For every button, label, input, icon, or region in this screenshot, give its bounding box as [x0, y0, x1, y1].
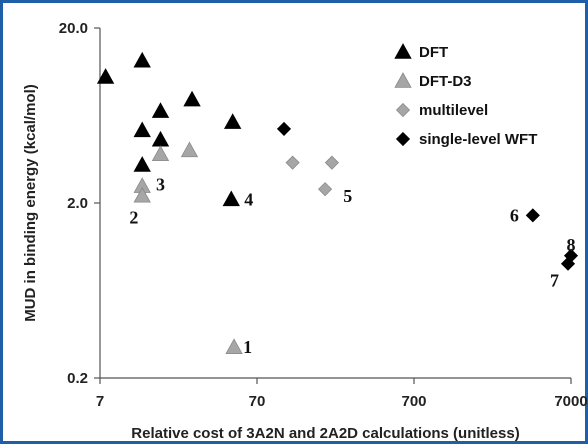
- y-tick-label: 20.0: [59, 20, 88, 37]
- x-tick-label: 7: [96, 393, 104, 410]
- point-annotation-3: 3: [156, 175, 165, 195]
- single-level-wft-point: [563, 248, 579, 263]
- dft-d3-point: [133, 186, 151, 203]
- legend-marker-multilevel: [395, 102, 411, 118]
- point-annotation-8: 8: [567, 235, 576, 255]
- dft-point: [224, 113, 242, 129]
- multilevel-point: [285, 155, 300, 170]
- point-annotation-2: 2: [129, 208, 138, 228]
- dft-point: [222, 190, 240, 207]
- dft-d3-point: [151, 145, 170, 162]
- legend-marker-dft-d3: [394, 72, 412, 88]
- dft-d3-point: [225, 338, 243, 354]
- point-annotation-6: 6: [510, 205, 519, 225]
- single-level-wft-point: [276, 121, 292, 136]
- x-axis-label: Relative cost of 3A2N and 2A2D calculati…: [131, 425, 519, 442]
- y-tick-label: 2.0: [67, 195, 88, 212]
- legend-marker-dft: [394, 43, 412, 59]
- point-annotation-4: 4: [244, 189, 253, 209]
- point-annotation-5: 5: [343, 186, 352, 206]
- legend-label-dft: DFT: [419, 44, 448, 61]
- point-annotation-7: 7: [550, 271, 559, 291]
- dft-point: [183, 90, 201, 107]
- dft-d3-point: [180, 141, 199, 158]
- dft-point: [133, 121, 151, 138]
- dft-point: [133, 156, 151, 172]
- x-tick-label: 7000: [554, 393, 587, 410]
- dft-point: [151, 130, 170, 147]
- x-tick-label: 70: [249, 393, 266, 410]
- legend-marker-single-level-wft: [395, 131, 411, 147]
- point-annotation-1: 1: [243, 337, 252, 357]
- legend-label-dft-d3: DFT-D3: [419, 73, 472, 90]
- dft-point: [96, 68, 115, 84]
- legend-label-multilevel: multilevel: [419, 102, 488, 119]
- y-tick-label: 0.2: [67, 370, 88, 387]
- y-axis-label: MUD in binding energy (kcal/mol): [22, 84, 39, 322]
- legend-label-single-level-wft: single-level WFT: [419, 131, 537, 148]
- single-level-wft-point: [525, 208, 540, 223]
- dft-point: [133, 51, 151, 68]
- dft-point: [151, 102, 170, 118]
- scatter-chart: 7 70 700 7000 0.2 2.0 20.0 Relative cost of 3A2…: [22, 20, 588, 442]
- x-tick-label: 700: [401, 393, 426, 410]
- multilevel-point: [318, 182, 333, 197]
- multilevel-point: [324, 155, 339, 170]
